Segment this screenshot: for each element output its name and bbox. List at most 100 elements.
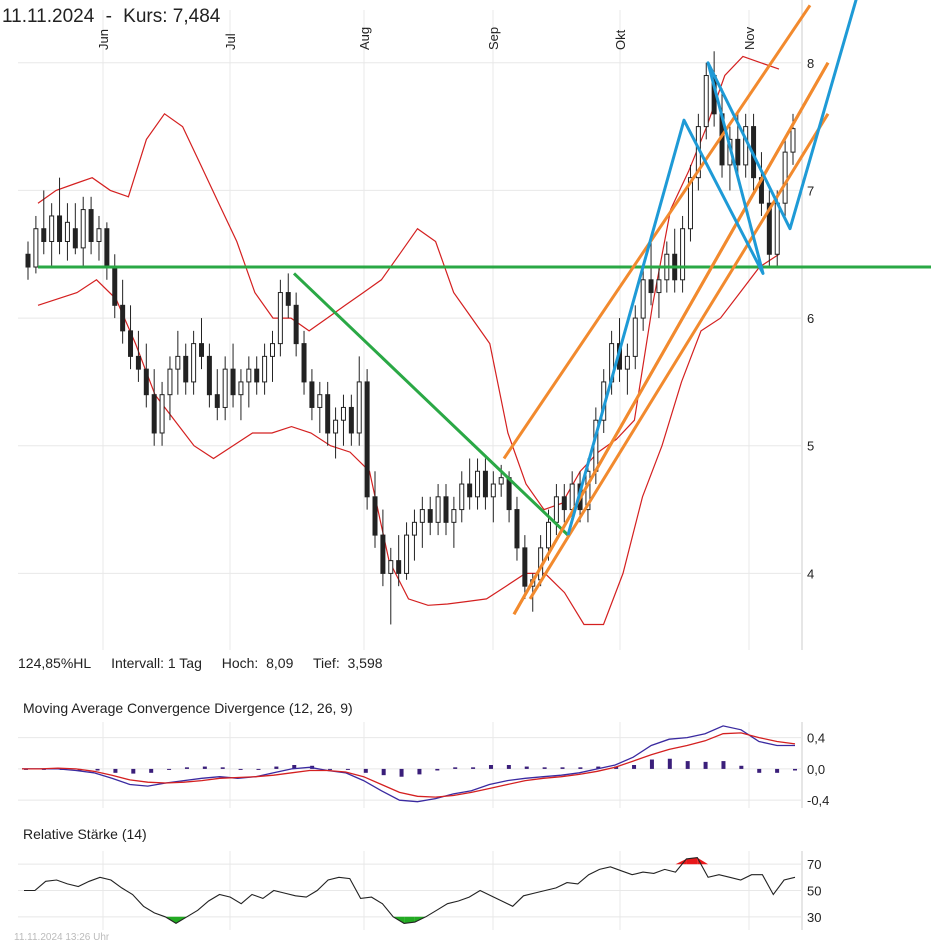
macd-hist-bar	[435, 768, 440, 771]
candle-body	[238, 381, 244, 396]
candle-body	[356, 381, 362, 434]
candle-body	[246, 368, 252, 383]
candle-body	[498, 477, 504, 485]
channel-lower-line-2	[512, 62, 830, 615]
candle-body	[451, 509, 457, 523]
candle-body	[325, 394, 331, 434]
candle-body	[222, 368, 228, 408]
candle-body	[167, 368, 173, 396]
stats-row: 124,85%HL Intervall: 1 Tag Hoch: 8,09 Ti…	[18, 655, 399, 671]
candle-body	[774, 202, 780, 255]
macd-hist-bar	[506, 765, 511, 769]
rsi-line	[24, 857, 796, 925]
candle-body	[88, 209, 94, 242]
macd-plot	[22, 725, 797, 803]
rsi-title: Relative Stärke (14)	[23, 826, 147, 842]
macd-hist-bar	[471, 767, 476, 769]
price-tick-label: 7	[807, 183, 814, 198]
chart-header: 11.11.2024 - Kurs: 7,484	[2, 6, 220, 28]
candle-body	[569, 483, 575, 511]
macd-hist-bar	[524, 766, 529, 769]
candle-body	[317, 394, 323, 408]
candle-body	[41, 228, 47, 242]
candle-body	[482, 470, 488, 498]
candle-body	[364, 381, 370, 498]
macd-hist-bar	[596, 766, 601, 769]
macd-hist-bar	[274, 766, 279, 769]
candle-body	[640, 279, 646, 319]
candle-body	[33, 228, 39, 268]
macd-hist-bar	[220, 767, 225, 769]
month-label: Aug	[357, 27, 372, 50]
candle-body	[522, 547, 528, 587]
macd-tick-label: -0,4	[807, 793, 829, 808]
candle-body	[333, 419, 339, 434]
macd-hist-bar	[363, 768, 368, 773]
rsi-plot	[24, 857, 796, 925]
candle-body	[159, 394, 165, 434]
candle-body	[506, 477, 512, 511]
macd-hist-bar	[632, 765, 637, 769]
candle-body	[475, 470, 481, 498]
candle-body	[372, 496, 378, 536]
price-tick-label: 6	[807, 311, 814, 326]
candle-body	[624, 355, 630, 370]
candle-body	[443, 496, 449, 523]
macd-hist-bar	[417, 768, 422, 775]
candle-body	[262, 355, 268, 383]
candle-body	[404, 534, 410, 574]
macd-hist-bar	[292, 765, 297, 769]
macd-title: Moving Average Convergence Divergence (1…	[23, 700, 353, 716]
macd-line	[22, 725, 795, 803]
month-label: Nov	[742, 26, 757, 50]
stat-low: Tief: 3,598	[313, 655, 383, 671]
macd-hist-bar	[328, 768, 333, 770]
macd-hist-bar	[649, 759, 654, 769]
stat-high: Hoch: 8,09	[221, 655, 294, 671]
macd-hist-bar	[184, 767, 189, 769]
candle-body	[348, 406, 354, 434]
macd-hist-bar	[739, 765, 744, 769]
candle-body	[214, 394, 220, 408]
candle-body	[64, 221, 70, 242]
candle-body	[96, 228, 102, 242]
macd-hist-bar	[757, 768, 762, 773]
zigzag-pattern	[566, 0, 858, 536]
candle-body	[553, 496, 559, 523]
candle-body	[632, 317, 638, 357]
candle-body	[143, 368, 149, 396]
candle-body	[80, 209, 86, 249]
macd-hist-bar	[775, 768, 780, 773]
candle-body	[293, 304, 299, 345]
candle-body	[309, 381, 315, 408]
candle-body	[340, 406, 346, 421]
candle-body	[388, 560, 394, 574]
macd-hist-bar	[167, 768, 172, 770]
candle-body	[285, 292, 291, 306]
macd-hist-bar	[721, 761, 726, 769]
candle-body	[135, 355, 141, 370]
month-label: Jul	[223, 33, 238, 50]
candle-body	[411, 521, 417, 536]
candle-body	[435, 496, 441, 523]
price-tick-label: 5	[807, 439, 814, 454]
candle-body	[514, 509, 520, 549]
candle-body	[396, 560, 402, 574]
candle-body	[380, 534, 386, 574]
candle-body	[766, 202, 772, 255]
drawings	[38, 0, 931, 615]
downtrend-line	[292, 272, 570, 537]
macd-hist-bar	[238, 768, 243, 770]
candle-body	[301, 343, 307, 383]
macd-hist-bar	[667, 758, 672, 769]
stat-interval: Intervall: 1 Tag	[111, 655, 202, 671]
month-label: Sep	[486, 27, 501, 50]
rsi-tick-label: 50	[807, 884, 821, 899]
candle-body	[561, 496, 567, 511]
candle-body	[49, 215, 55, 242]
channel-inner-line	[528, 113, 830, 600]
macd-hist-bar	[131, 768, 136, 774]
rsi-tick-label: 70	[807, 857, 821, 872]
candle-body	[104, 228, 110, 268]
